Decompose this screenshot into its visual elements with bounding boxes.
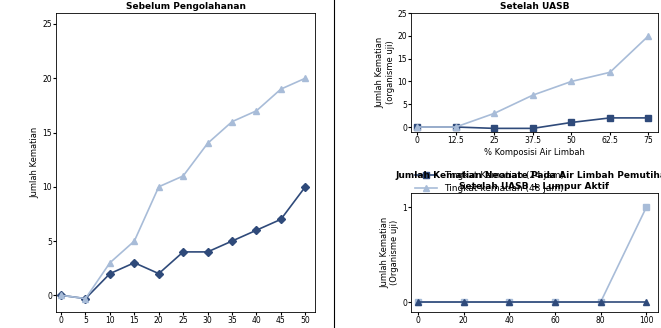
X-axis label: % Komposisi Air Limbah: % Komposisi Air Limbah [484, 148, 585, 156]
Tingkat Kematian (48 jam) [551, 300, 559, 304]
Tingkat kematian (24 jam) [277, 217, 285, 221]
Y-axis label: Jumlah Kematian
(organisme uji): Jumlah Kematian (organisme uji) [375, 37, 395, 108]
Tingkat kematian (48 jam) [644, 34, 652, 38]
Tingkat Kematian (24 jam) [551, 300, 559, 304]
Tingkat Kematian (48 jam) [642, 205, 650, 209]
Line: Tingkat kematian (48 jam): Tingkat kematian (48 jam) [414, 32, 652, 131]
Tingkat kematian (24 jam) [179, 250, 187, 254]
Line: Tingkat kematian (24 jam): Tingkat kematian (24 jam) [58, 184, 308, 301]
Tingkat Kematian (48 jam) [301, 76, 309, 80]
Tingkat Kematian (48 jam) [228, 120, 236, 124]
Title: Jumlah Kematian Neonate Pada Air Limbah Pemutihan
Setelah UASB + Lumpur Aktif: Jumlah Kematian Neonate Pada Air Limbah … [396, 171, 661, 191]
Tingkat Kematian (24 jam) [644, 116, 652, 120]
Tingkat Kematian (48 jam) [414, 300, 422, 304]
Y-axis label: Jumlah Kematian: Jumlah Kematian [30, 127, 40, 198]
Tingkat kematian (24 jam) [228, 239, 236, 243]
Tingkat Kematian (24 jam) [597, 300, 605, 304]
Tingkat kematian (48 jam) [452, 125, 460, 129]
Tingkat kematian (24 jam) [301, 185, 309, 189]
Y-axis label: Jumlah Kematian
(Organisme uji): Jumlah Kematian (Organisme uji) [380, 217, 399, 288]
Tingkat Kematian (24 jam) [413, 125, 421, 129]
Tingkat Kematian (24 jam) [452, 125, 460, 129]
Line: Tingkat Kematian (24 jam): Tingkat Kematian (24 jam) [414, 115, 651, 131]
Tingkat Kematian (48 jam) [57, 293, 65, 297]
Tingkat Kematian (48 jam) [277, 87, 285, 91]
Tingkat kematian (24 jam) [106, 272, 114, 276]
Legend: Tingkat Kematian (24 jam), Tingkat kematian (48 jam): Tingkat Kematian (24 jam), Tingkat kemat… [411, 167, 568, 197]
Tingkat kematian (48 jam) [413, 125, 421, 129]
Tingkat kematian (48 jam) [529, 93, 537, 97]
Tingkat Kematian (24 jam) [529, 126, 537, 130]
Line: Tingkat Kematian (24 jam): Tingkat Kematian (24 jam) [415, 299, 649, 305]
Title: Jumlah Kematian Neonate Pada Air Limbah Pemutihan
Sebelum Pengolahanan: Jumlah Kematian Neonate Pada Air Limbah … [47, 0, 325, 11]
Line: Tingkat Kematian (48 jam): Tingkat Kematian (48 jam) [58, 75, 309, 302]
Tingkat Kematian (48 jam) [253, 109, 260, 113]
Tingkat kematian (24 jam) [57, 293, 65, 297]
Tingkat Kematian (24 jam) [642, 300, 650, 304]
Tingkat Kematian (24 jam) [567, 120, 575, 124]
Tingkat Kematian (24 jam) [459, 300, 467, 304]
Tingkat Kematian (24 jam) [505, 300, 513, 304]
Tingkat Kematian (48 jam) [505, 300, 513, 304]
Tingkat Kematian (24 jam) [414, 300, 422, 304]
Tingkat kematian (48 jam) [567, 79, 575, 83]
Tingkat kematian (48 jam) [606, 71, 614, 74]
Line: Tingkat Kematian (48 jam): Tingkat Kematian (48 jam) [415, 205, 649, 305]
Tingkat Kematian (24 jam) [490, 126, 498, 130]
Tingkat Kematian (48 jam) [106, 261, 114, 265]
Tingkat kematian (24 jam) [204, 250, 212, 254]
Tingkat kematian (48 jam) [490, 112, 498, 115]
Tingkat Kematian (48 jam) [130, 239, 138, 243]
Tingkat Kematian (24 jam) [606, 116, 614, 120]
Tingkat Kematian (48 jam) [155, 185, 163, 189]
Tingkat kematian (24 jam) [155, 272, 163, 276]
Tingkat kematian (24 jam) [130, 261, 138, 265]
Title: Jumlah Kematian Neonate Pada Air Limbah Pemutihan
Setelah UASB: Jumlah Kematian Neonate Pada Air Limbah … [396, 0, 661, 11]
Tingkat Kematian (48 jam) [179, 174, 187, 178]
Tingkat Kematian (48 jam) [459, 300, 467, 304]
Tingkat Kematian (48 jam) [597, 300, 605, 304]
Tingkat kematian (24 jam) [81, 297, 89, 300]
Tingkat Kematian (48 jam) [81, 297, 89, 300]
Tingkat Kematian (48 jam) [204, 141, 212, 145]
Tingkat kematian (24 jam) [253, 228, 260, 232]
